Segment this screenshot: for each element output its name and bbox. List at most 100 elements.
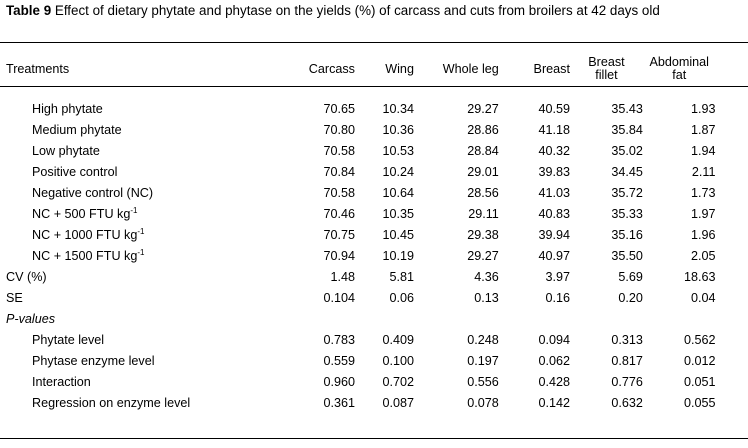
- row-label: Negative control (NC): [0, 182, 280, 203]
- table-row: Regression on enzyme level 0.361 0.087 0.07…: [0, 392, 748, 413]
- cell-value: 0.104: [323, 290, 355, 305]
- header-rule: [0, 86, 748, 87]
- row-label-text: SE: [6, 290, 23, 305]
- row-label-text: NC + 500 FTU kg: [32, 207, 131, 221]
- header-breast-fillet: Breast fillet: [570, 52, 643, 86]
- row-label-text: Positive control: [32, 164, 118, 179]
- cell-value: 10.35: [382, 206, 414, 221]
- cell-value: 0.04: [690, 290, 716, 305]
- cell-value: 40.97: [538, 248, 570, 263]
- row-label: Interaction: [0, 371, 280, 392]
- cell-value: 0.562: [683, 332, 716, 347]
- cell-value: 29.27: [467, 101, 499, 116]
- table-row: Negative control (NC) 70.58 10.64 28.56 41.0…: [0, 182, 748, 203]
- top-rule: [0, 42, 748, 43]
- header-abdominal-fat-line1: Abdominal: [649, 55, 709, 69]
- cell-value: 0.313: [611, 332, 643, 347]
- row-label-text: Low phytate: [32, 143, 100, 158]
- cell-value: 10.36: [382, 122, 414, 137]
- cell-value: 34.45: [611, 164, 643, 179]
- cell-value: 41.18: [538, 122, 570, 137]
- cell-value: 70.80: [323, 122, 355, 137]
- cell-value: 70.65: [323, 101, 355, 116]
- cell-value: 1.97: [690, 206, 716, 221]
- cell-value: 29.01: [467, 164, 499, 179]
- row-label: Phytate level: [0, 329, 280, 350]
- cell-value: 0.055: [683, 395, 716, 410]
- row-label-text: Interaction: [32, 374, 91, 389]
- cell-value: 1.96: [690, 227, 716, 242]
- cell-value: 35.43: [611, 101, 643, 116]
- table-row: Phytate level 0.783 0.409 0.248 0.094 0.313 0.…: [0, 329, 748, 350]
- row-label: CV (%): [0, 266, 280, 287]
- cell-value: 28.86: [467, 122, 499, 137]
- cell-value: 0.062: [538, 353, 570, 368]
- row-label-text: NC + 1000 FTU kg: [32, 228, 138, 242]
- row-label: High phytate: [0, 98, 280, 119]
- cell-value: 0.776: [611, 374, 643, 389]
- header-wing: Wing: [385, 61, 414, 76]
- row-label: Regression on enzyme level: [0, 392, 280, 413]
- cell-value: 40.59: [538, 101, 570, 116]
- cell-value: 28.56: [467, 185, 499, 200]
- header-breast-fillet-line1: Breast: [588, 55, 625, 69]
- cell-value: 29.27: [467, 248, 499, 263]
- cell-value: 41.03: [538, 185, 570, 200]
- cell-value: 1.48: [330, 269, 355, 284]
- row-label: P-values: [0, 308, 280, 329]
- cell-value: 0.13: [474, 290, 499, 305]
- cell-value: 39.83: [538, 164, 570, 179]
- cell-value: 70.94: [323, 248, 355, 263]
- cell-value: 40.83: [538, 206, 570, 221]
- bottom-rule: [0, 438, 748, 439]
- cell-value: 29.11: [468, 206, 499, 221]
- header-row: Treatments Carcass Wing Whole leg Breast…: [0, 52, 748, 86]
- cell-value: 0.632: [611, 395, 643, 410]
- table-label: Table 9: [6, 3, 52, 18]
- cell-value: 70.84: [323, 164, 355, 179]
- cell-value: 0.428: [538, 374, 570, 389]
- table-row: NC + 1000 FTU kg-1 70.75 10.45 29.38 39.94 35…: [0, 224, 748, 245]
- row-label: Phytase enzyme level: [0, 350, 280, 371]
- cell-value: 70.46: [323, 206, 355, 221]
- cell-value: 2.05: [690, 248, 716, 263]
- cell-value: 10.64: [382, 185, 414, 200]
- header-whole-leg: Whole leg: [442, 61, 499, 76]
- table-row: Medium phytate 70.80 10.36 28.86 41.18 35.84 1…: [0, 119, 748, 140]
- se-row: SE 0.104 0.06 0.13 0.16 0.20 0.04: [0, 287, 748, 308]
- table-row: Low phytate 70.58 10.53 28.84 40.32 35.02 1.94: [0, 140, 748, 161]
- cell-value: 5.69: [618, 269, 643, 284]
- cell-value: 35.84: [611, 122, 643, 137]
- cell-value: 1.93: [690, 101, 716, 116]
- cell-value: 0.20: [618, 290, 643, 305]
- unit-exponent: -1: [137, 227, 145, 236]
- row-label: SE: [0, 287, 280, 308]
- table-row: Phytase enzyme level 0.559 0.100 0.197 0.062…: [0, 350, 748, 371]
- data-table: Treatments Carcass Wing Whole leg Breast…: [0, 52, 748, 413]
- header-breast-fillet-line2: fillet: [595, 68, 618, 82]
- cell-value: 10.53: [382, 143, 414, 158]
- cell-value: 0.559: [323, 353, 355, 368]
- cell-value: 0.100: [382, 353, 414, 368]
- cell-value: 28.84: [467, 143, 499, 158]
- row-label: NC + 1000 FTU kg-1: [0, 224, 280, 245]
- cell-value: 70.75: [323, 227, 355, 242]
- cell-value: 1.87: [690, 122, 716, 137]
- row-label-text: CV (%): [6, 269, 47, 284]
- cell-value: 29.38: [467, 227, 499, 242]
- cell-value: 70.58: [323, 143, 355, 158]
- header-abdominal-fat: Abdominal fat: [643, 52, 716, 86]
- cell-value: 0.702: [382, 374, 414, 389]
- cell-value: 1.94: [690, 143, 716, 158]
- table-caption: Table 9 Effect of dietary phytate and ph…: [6, 2, 742, 19]
- cell-value: 0.361: [323, 395, 355, 410]
- cell-value: 5.81: [389, 269, 414, 284]
- cell-value: 0.16: [545, 290, 570, 305]
- table-row: NC + 500 FTU kg-1 70.46 10.35 29.11 40.83 35.…: [0, 203, 748, 224]
- cell-value: 70.58: [323, 185, 355, 200]
- cell-value: 0.960: [323, 374, 355, 389]
- cell-value: 40.32: [538, 143, 570, 158]
- cell-value: 2.11: [691, 164, 716, 179]
- cell-value: 35.33: [611, 206, 643, 221]
- cv-row: CV (%) 1.48 5.81 4.36 3.97 5.69 18.63: [0, 266, 748, 287]
